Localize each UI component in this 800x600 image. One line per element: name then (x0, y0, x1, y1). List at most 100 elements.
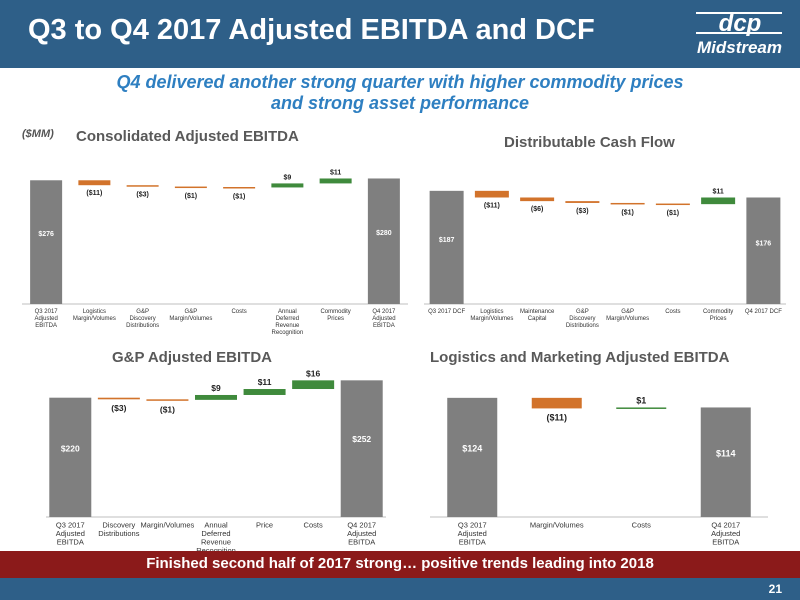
category-label-gp-0: Q3 2017 Adjusted EBITDA (56, 521, 85, 547)
data-label-gp-0: $220 (61, 443, 80, 453)
category-label-consolidated-7: Q4 2017 Adjusted EBITDA (372, 309, 396, 329)
category-label-dcf-3: G&P Discovery Distributions (566, 309, 599, 329)
bar-consolidated-1 (78, 180, 111, 186)
units-label: ($MM) (22, 128, 54, 140)
data-label-dcf-3: ($3) (576, 208, 588, 215)
gp-ebitda-chart: $220 Q3 2017 Adjusted EBITDA ($3) Discovery Di… (46, 368, 386, 555)
data-label-dcf-4: ($1) (621, 209, 633, 216)
data-label-dcf-6: $11 (712, 188, 723, 195)
category-label-consolidated-0: Q3 2017 Adjusted EBITDA (34, 309, 58, 329)
category-label-dcf-2: Maintenance Capital (520, 309, 555, 322)
bar-gp-1 (97, 397, 140, 400)
bar-dcf-2 (520, 197, 555, 202)
bar-gp-5 (292, 380, 335, 390)
bar-consolidated-0 (30, 180, 63, 304)
dcf-chart: $187 Q3 2017 DCF ($11) Logistics Margin/Volu… (424, 188, 786, 329)
bar-consolidated-4 (223, 187, 256, 189)
bar-dcf-1 (474, 190, 509, 198)
bar-gp-6 (340, 380, 383, 517)
data-label-dcf-7: $176 (756, 240, 772, 247)
bar-dcf-4 (610, 202, 645, 205)
consolidated-ebitda-chart: $276 Q3 2017 Adjusted EBITDA ($11) Logistics M… (22, 169, 408, 336)
data-label-consolidated-4: ($1) (233, 194, 245, 201)
logistics-ebitda-chart: $124 Q3 2017 Adjusted EBITDA ($11) Margin/Vol… (430, 395, 768, 547)
bar-consolidated-7 (367, 178, 400, 304)
bar-dcf-6 (701, 197, 736, 205)
bar-gp-4 (243, 389, 286, 395)
data-label-consolidated-7: $280 (376, 230, 392, 237)
bar-logistics-1 (531, 397, 582, 409)
chart-title-dcf: Distributable Cash Flow (504, 134, 675, 151)
category-label-dcf-4: G&P Margin/Volumes (606, 309, 649, 322)
category-label-gp-1: Discovery Distributions (98, 521, 140, 539)
data-label-gp-3: $9 (211, 383, 221, 393)
chart-title-logistics: Logistics and Marketing Adjusted EBITDA (430, 349, 730, 366)
bar-dcf-3 (565, 201, 600, 203)
category-label-logistics-1: Margin/Volumes (530, 521, 584, 530)
data-label-dcf-0: $187 (439, 237, 455, 244)
bar-consolidated-5 (271, 183, 304, 188)
bar-logistics-3 (700, 407, 751, 517)
category-label-consolidated-6: Commodity Prices (320, 309, 350, 322)
category-label-dcf-5: Costs (665, 309, 680, 315)
bar-consolidated-2 (126, 185, 159, 187)
logo-mark-icon: dcp (696, 10, 782, 37)
title-bar: Q3 to Q4 2017 Adjusted EBITDA and DCF dc… (0, 0, 800, 68)
data-label-consolidated-6: $11 (330, 169, 341, 176)
data-label-consolidated-2: ($3) (136, 192, 148, 199)
category-label-dcf-6: Commodity Prices (703, 309, 733, 322)
bar-dcf-5 (655, 203, 690, 206)
bar-logistics-2 (616, 407, 667, 409)
data-label-logistics-1: ($11) (546, 412, 567, 422)
category-label-gp-2: Margin/Volumes (141, 521, 195, 530)
data-label-gp-5: $16 (306, 368, 320, 378)
category-label-consolidated-4: Costs (231, 309, 246, 315)
data-label-gp-6: $252 (352, 434, 371, 444)
logo-wordmark: Midstream (696, 38, 782, 57)
footer-text: Finished second half of 2017 strong… pos… (146, 555, 654, 572)
slide-subtitle: Q4 delivered another strong quarter with… (0, 72, 800, 114)
category-label-consolidated-2: G&P Discovery Distributions (126, 309, 159, 329)
logo-mark-text: dcp (719, 10, 762, 37)
data-label-dcf-5: ($1) (667, 210, 679, 217)
data-label-logistics-2: $1 (636, 395, 646, 405)
data-label-dcf-1: ($11) (484, 202, 500, 209)
footer-banner: Finished second half of 2017 strong… pos… (0, 551, 800, 578)
data-label-gp-4: $11 (258, 377, 272, 387)
bar-gp-0 (49, 397, 92, 517)
subtitle-line-1: Q4 delivered another strong quarter with… (116, 72, 684, 92)
data-label-consolidated-0: $276 (38, 231, 54, 238)
page-title: Q3 to Q4 2017 Adjusted EBITDA and DCF (28, 14, 595, 46)
category-label-consolidated-5: Annual Deferred Revenue Recognition (272, 309, 304, 336)
data-label-consolidated-3: ($1) (185, 193, 197, 200)
data-label-gp-2: ($1) (160, 404, 175, 414)
data-label-gp-1: ($3) (111, 403, 126, 413)
bar-dcf-0 (429, 190, 464, 304)
chart-title-consolidated: Consolidated Adjusted EBITDA (76, 128, 299, 145)
category-label-logistics-3: Q4 2017 Adjusted EBITDA (711, 521, 740, 547)
bar-consolidated-3 (174, 186, 207, 189)
category-label-gp-4: Price (256, 521, 273, 530)
bottom-band: 21 (0, 578, 800, 600)
data-label-consolidated-5: $9 (283, 174, 291, 181)
category-label-logistics-2: Costs (632, 521, 651, 530)
category-label-gp-6: Q4 2017 Adjusted EBITDA (347, 521, 376, 547)
category-label-dcf-0: Q3 2017 DCF (428, 309, 465, 315)
category-label-gp-5: Costs (304, 521, 323, 530)
bar-logistics-0 (447, 397, 498, 517)
bar-gp-3 (195, 394, 237, 400)
bar-dcf-7 (746, 197, 781, 304)
company-logo: dcp Midstream (690, 8, 782, 62)
data-label-consolidated-1: ($11) (86, 190, 102, 197)
bar-gp-2 (146, 399, 189, 401)
chart-title-gp: G&P Adjusted EBITDA (112, 349, 273, 366)
category-label-logistics-0: Q3 2017 Adjusted EBITDA (458, 521, 487, 547)
bar-consolidated-6 (319, 178, 352, 184)
subtitle-line-2: and strong asset performance (270, 93, 530, 113)
data-label-logistics-3: $114 (716, 449, 736, 459)
category-label-dcf-7: Q4 2017 DCF (745, 309, 782, 315)
category-label-consolidated-3: G&P Margin/Volumes (169, 309, 212, 322)
page-number: 21 (768, 582, 782, 596)
data-label-logistics-0: $124 (462, 443, 482, 453)
